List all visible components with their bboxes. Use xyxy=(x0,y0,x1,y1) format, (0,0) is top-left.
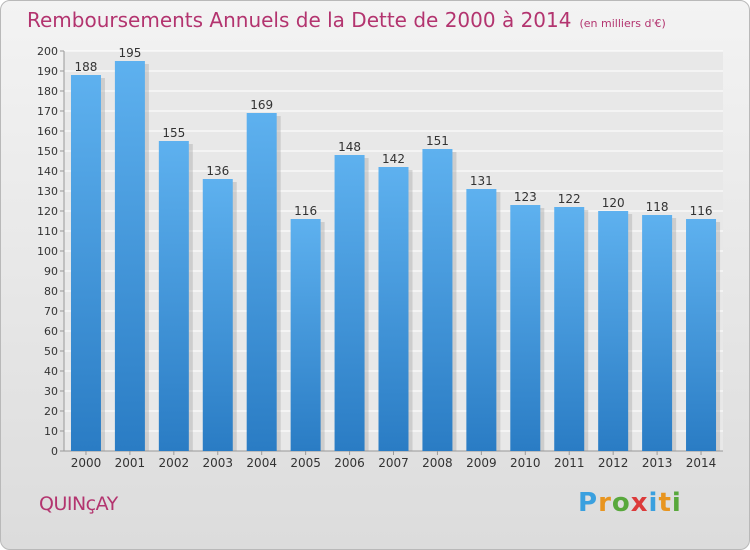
bar-value-label: 169 xyxy=(250,98,273,112)
y-tick-label: 0 xyxy=(51,445,58,458)
bar xyxy=(70,75,101,451)
y-tick-label: 170 xyxy=(37,105,58,118)
x-tick-label: 2013 xyxy=(642,456,673,470)
x-tick-label: 2014 xyxy=(686,456,717,470)
bar-value-label: 122 xyxy=(558,192,581,206)
proxiti-logo: Proxiti xyxy=(578,488,682,518)
chart-title: Remboursements Annuels de la Dette de 20… xyxy=(27,8,666,32)
y-tick-label: 10 xyxy=(44,425,58,438)
y-tick-label: 200 xyxy=(37,45,58,58)
y-tick-label: 80 xyxy=(44,285,58,298)
y-tick-label: 70 xyxy=(44,305,58,318)
bar xyxy=(202,179,233,451)
x-tick-label: 2002 xyxy=(159,456,190,470)
y-tick-label: 90 xyxy=(44,265,58,278)
bar-value-label: 142 xyxy=(382,152,405,166)
y-tick-label: 140 xyxy=(37,165,58,178)
y-tick-label: 40 xyxy=(44,365,58,378)
y-tick-label: 20 xyxy=(44,405,58,418)
bar-value-label: 148 xyxy=(338,140,361,154)
bar xyxy=(158,141,189,451)
bar xyxy=(334,155,365,451)
x-tick-label: 2000 xyxy=(71,456,102,470)
x-tick-label: 2005 xyxy=(290,456,321,470)
x-tick-label: 2011 xyxy=(554,456,585,470)
bar-value-label: 123 xyxy=(514,190,537,204)
bar xyxy=(510,205,541,451)
y-tick-label: 120 xyxy=(37,205,58,218)
x-tick-label: 2012 xyxy=(598,456,629,470)
bar-value-label: 116 xyxy=(690,204,713,218)
y-tick-label: 110 xyxy=(37,225,58,238)
y-tick-label: 190 xyxy=(37,65,58,78)
bars xyxy=(70,61,721,451)
bar-value-label: 116 xyxy=(294,204,317,218)
x-tick-label: 2001 xyxy=(115,456,146,470)
x-tick-label: 2003 xyxy=(202,456,233,470)
bar xyxy=(422,149,453,451)
labels: 0 10 20 30 40 50 60 70 80 90 100 110 120 130 140 150 160… xyxy=(37,45,716,470)
bar-value-label: 120 xyxy=(602,196,625,210)
bar-value-label: 136 xyxy=(206,164,229,178)
y-tick-label: 180 xyxy=(37,85,58,98)
x-tick-label: 2010 xyxy=(510,456,541,470)
x-tick-label: 2009 xyxy=(466,456,497,470)
bar-value-label: 188 xyxy=(75,60,98,74)
bar-value-label: 151 xyxy=(426,134,449,148)
bar-value-label: 155 xyxy=(162,126,185,140)
chart-subtitle: (en milliers d'€) xyxy=(579,17,666,30)
bar xyxy=(598,211,629,451)
bar xyxy=(290,219,321,451)
x-tick-label: 2008 xyxy=(422,456,453,470)
bar xyxy=(114,61,145,451)
y-tick-label: 30 xyxy=(44,385,58,398)
bar xyxy=(466,189,497,451)
commune-name: QUINçAY xyxy=(39,493,118,515)
bar xyxy=(686,219,717,451)
y-tick-label: 50 xyxy=(44,345,58,358)
bar xyxy=(378,167,409,451)
y-tick-label: 60 xyxy=(44,325,58,338)
y-tick-label: 160 xyxy=(37,125,58,138)
y-tick-label: 100 xyxy=(37,245,58,258)
bar xyxy=(246,113,277,451)
x-tick-label: 2007 xyxy=(378,456,409,470)
x-tick-label: 2006 xyxy=(334,456,365,470)
y-tick-label: 150 xyxy=(37,145,58,158)
bar xyxy=(642,215,673,451)
bar-value-label: 131 xyxy=(470,174,493,188)
chart-title-text: Remboursements Annuels de la Dette de 20… xyxy=(27,8,572,32)
bar xyxy=(554,207,585,451)
bar-value-label: 195 xyxy=(118,46,141,60)
bar-value-label: 118 xyxy=(646,200,669,214)
x-tick-label: 2004 xyxy=(246,456,277,470)
y-tick-label: 130 xyxy=(37,185,58,198)
